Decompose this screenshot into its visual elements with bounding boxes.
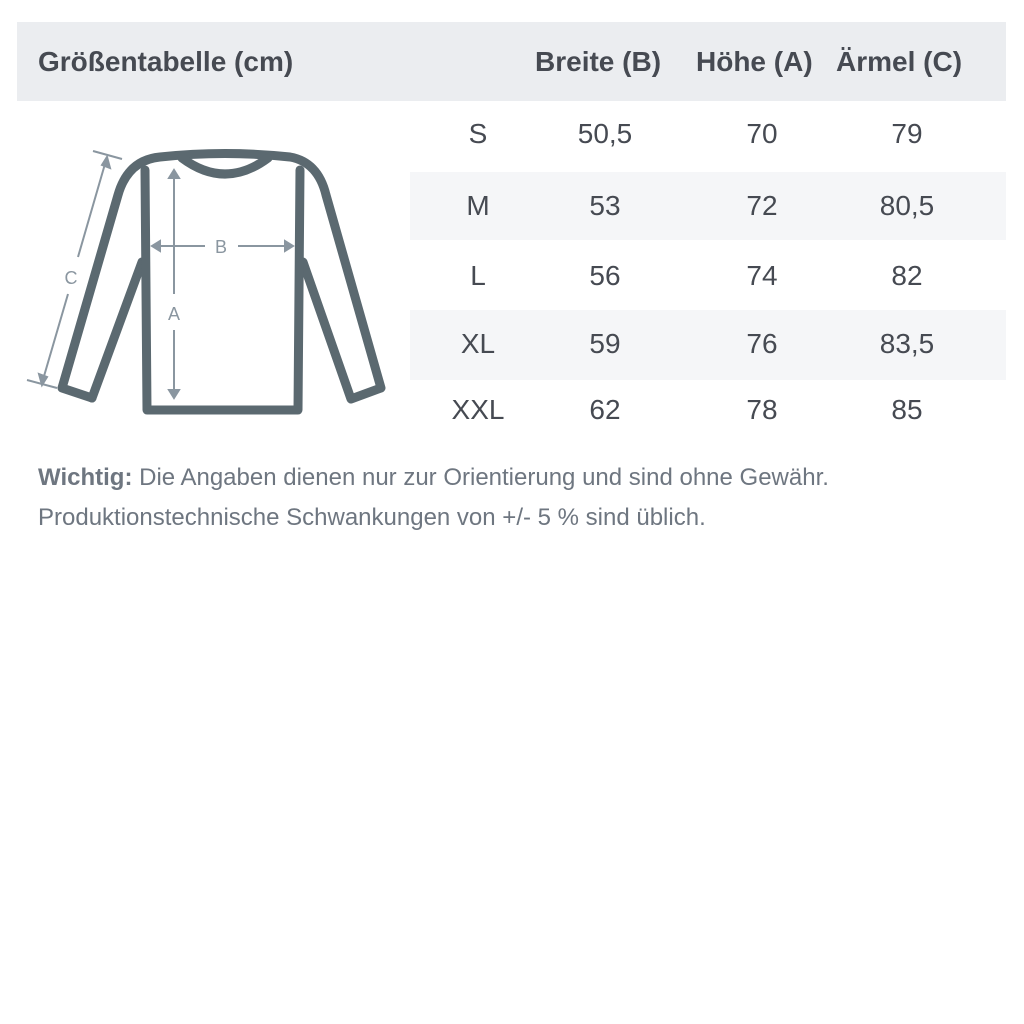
table-title: Größentabelle (cm) bbox=[38, 46, 294, 77]
value-cell-hoehe: 70 bbox=[746, 118, 778, 149]
size-cell: L bbox=[470, 260, 486, 291]
value-cell-hoehe: 78 bbox=[746, 394, 778, 425]
value-cell-breite: 53 bbox=[589, 190, 621, 221]
value-cell-breite: 59 bbox=[589, 328, 621, 359]
label-b: B bbox=[215, 237, 227, 257]
value-cell-breite: 56 bbox=[589, 260, 621, 291]
size-cell: XXL bbox=[451, 394, 505, 425]
size-cell: S bbox=[468, 118, 488, 149]
size-cell: XL bbox=[460, 328, 496, 359]
table-header: Größentabelle (cm) Breite (B) Höhe (A) Ä… bbox=[17, 22, 1006, 101]
column-header-breite: Breite (B) bbox=[535, 46, 662, 77]
column-header-hoehe: Höhe (A) bbox=[696, 46, 813, 77]
label-c: C bbox=[65, 268, 78, 288]
garment-outline bbox=[57, 149, 386, 404]
value-cell-aermel: 79 bbox=[891, 118, 923, 149]
value-cell-aermel: 85 bbox=[891, 394, 923, 425]
note-text-1: Die Angaben dienen nur zur Orientierung … bbox=[139, 464, 829, 491]
note-line-1: Wichtig: Die Angaben dienen nur zur Orie… bbox=[38, 464, 829, 492]
size-cell: M bbox=[466, 190, 490, 221]
note-text-2: Produktionstechnische Schwankungen von +… bbox=[38, 504, 706, 531]
row-stripe bbox=[410, 172, 1006, 240]
value-cell-breite: 50,5 bbox=[577, 118, 633, 149]
left-sleeve-inner bbox=[87, 257, 147, 403]
value-cell-aermel: 83,5 bbox=[879, 328, 935, 359]
garment-body bbox=[140, 165, 305, 415]
value-cell-hoehe: 76 bbox=[746, 328, 778, 359]
note-label: Wichtig: bbox=[38, 464, 133, 491]
value-cell-aermel: 80,5 bbox=[879, 190, 935, 221]
value-cell-hoehe: 72 bbox=[746, 190, 778, 221]
value-cell-breite: 62 bbox=[589, 394, 621, 425]
garment-neck bbox=[177, 153, 273, 179]
row-stripe bbox=[410, 310, 1006, 380]
value-cell-aermel: 82 bbox=[891, 260, 923, 291]
value-cell-hoehe: 74 bbox=[746, 260, 778, 291]
label-a: A bbox=[168, 304, 180, 324]
column-header-aermel: Ärmel (C) bbox=[836, 46, 963, 77]
longsleeve-shirt-icon: A B C bbox=[26, 149, 386, 415]
